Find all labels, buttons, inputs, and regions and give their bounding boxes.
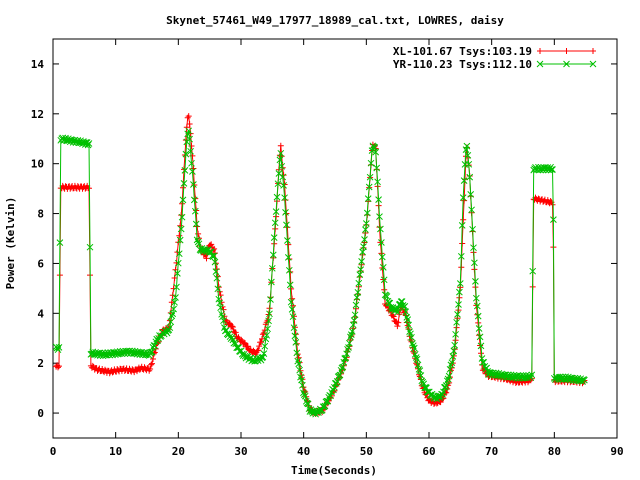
y-axis-label: Power (Kelvin): [4, 197, 17, 290]
legend-marker: [536, 60, 597, 68]
legend: XL-101.67 Tsys:103.19 YR-110.23 Tsys:112…: [393, 45, 597, 71]
y-tick-label: 6: [37, 257, 44, 270]
y-tick-label: 10: [31, 158, 44, 171]
series-markers: [52, 127, 588, 418]
chart-title: Skynet_57461_W49_17977_18989_cal.txt, LO…: [166, 14, 504, 27]
y-tick-label: 8: [37, 208, 44, 221]
series-yr: [52, 127, 588, 418]
axes: 0 2 4 6 8 10 12 14 0 10 20 30 40 50 60 70 80 90: [31, 38, 624, 458]
legend-label-xl: XL-101.67 Tsys:103.19: [393, 45, 532, 58]
x-tick-label: 60: [422, 445, 435, 458]
series-layer: [52, 113, 588, 418]
x-tick-label: 50: [360, 445, 373, 458]
y-tick-label: 0: [37, 407, 44, 420]
y-tick-label: 2: [37, 357, 44, 370]
x-tick-label: 40: [297, 445, 310, 458]
series-markers: [53, 113, 588, 417]
y-tick-label: 12: [31, 108, 44, 121]
y-tick-label: 4: [37, 307, 44, 320]
x-tick-label: 70: [485, 445, 498, 458]
x-tick-label: 0: [50, 445, 57, 458]
series-xl: [53, 113, 588, 417]
x-axis-label: Time(Seconds): [291, 464, 377, 477]
x-tick-label: 90: [610, 445, 623, 458]
legend-marker: [537, 48, 596, 54]
plot-frame: [52, 38, 618, 439]
x-tick-label: 80: [548, 445, 561, 458]
x-tick-label: 20: [172, 445, 185, 458]
y-tick-label: 14: [31, 58, 45, 71]
x-tick-label: 30: [234, 445, 247, 458]
legend-label-yr: YR-110.23 Tsys:112.10: [393, 58, 532, 71]
x-tick-label: 10: [109, 445, 122, 458]
